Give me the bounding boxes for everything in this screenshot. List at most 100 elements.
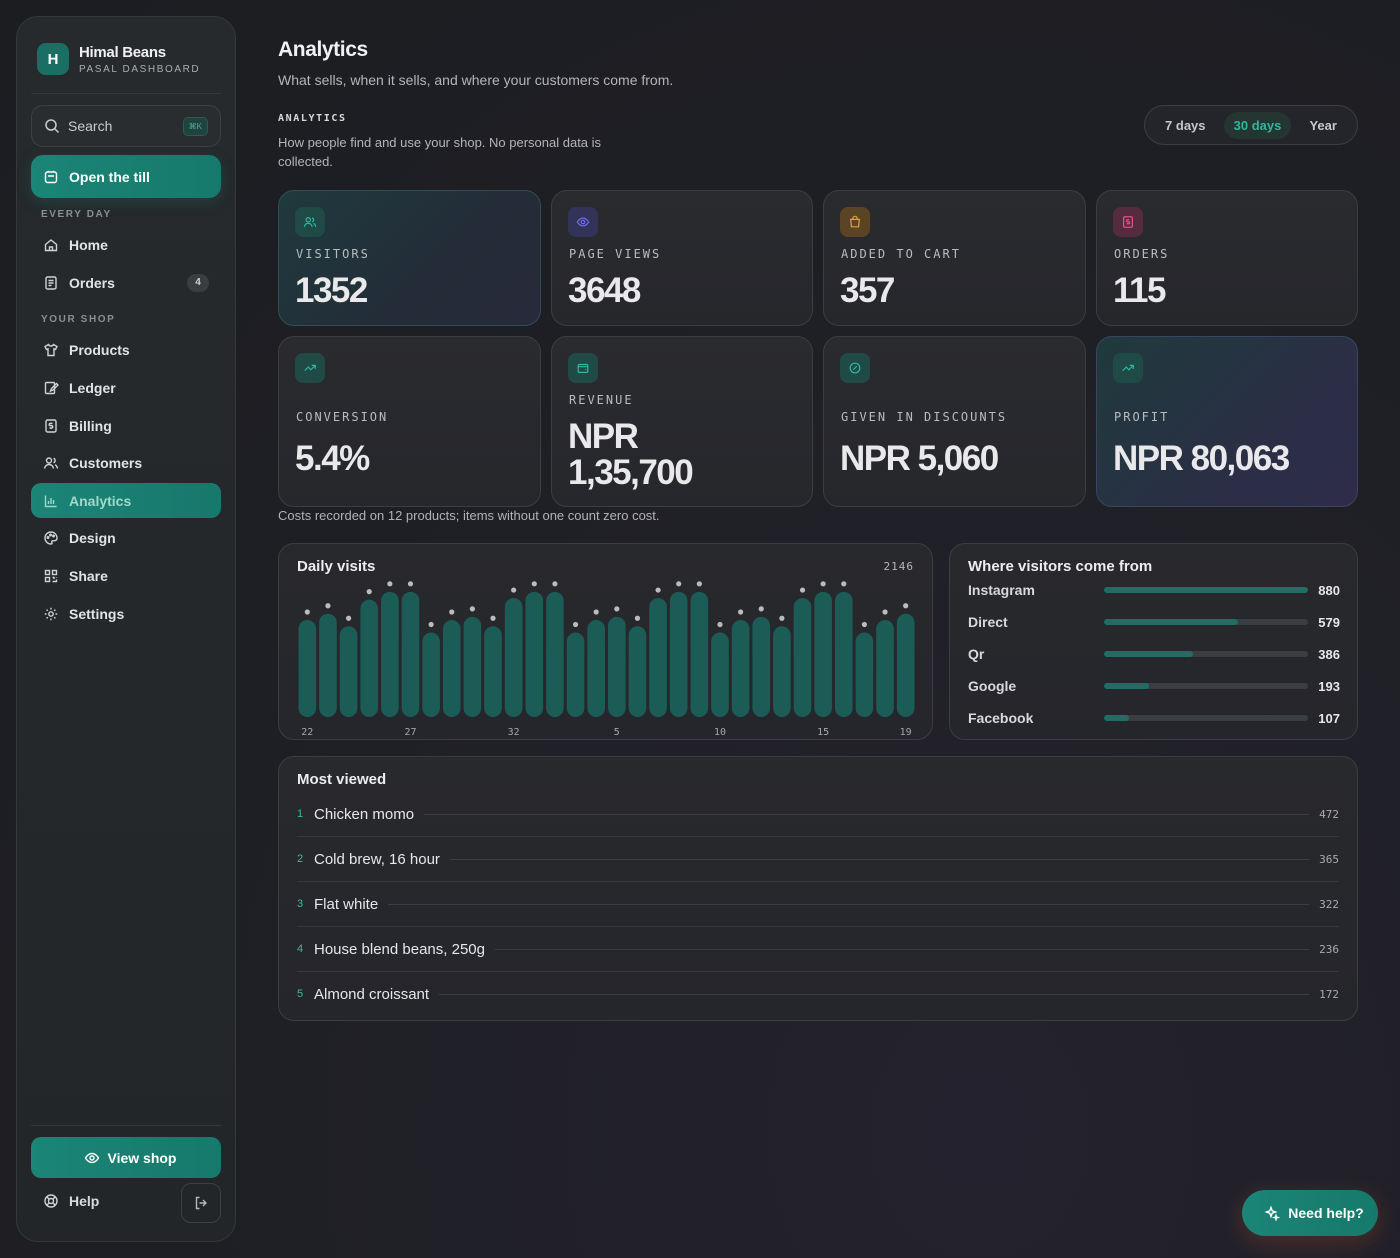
visits-bar[interactable]	[587, 619, 605, 717]
visits-bar[interactable]	[546, 591, 564, 717]
source-row-qr: Qr 386	[968, 644, 1340, 664]
date-range-selector[interactable]: 7 days 30 days Year	[1144, 105, 1358, 145]
visits-dot	[345, 615, 352, 621]
visits-bar[interactable]	[381, 591, 399, 717]
sidebar-item-label: Orders	[69, 274, 115, 291]
source-bar	[1104, 587, 1308, 593]
visits-bar[interactable]	[669, 591, 688, 717]
visits-bar[interactable]	[298, 619, 317, 717]
brand[interactable]: H Himal Beans PASAL DASHBOARD	[37, 43, 200, 75]
search-label: Search	[68, 118, 113, 134]
rank: 2	[297, 853, 304, 865]
visits-bar[interactable]	[628, 626, 647, 717]
visits-bar[interactable]	[339, 626, 358, 717]
visits-bar[interactable]	[484, 626, 502, 717]
sidebar-item-orders[interactable]: Orders 4	[31, 265, 221, 300]
sidebar-item-design[interactable]: Design	[31, 520, 221, 555]
source-value: 579	[1318, 614, 1340, 630]
divider	[31, 93, 221, 94]
sidebar-item-label: Ledger	[69, 379, 116, 396]
stat-label: ORDERS	[1114, 247, 1170, 261]
stat-card-conversion: CONVERSION 5.4%	[278, 336, 541, 507]
visits-dot	[799, 587, 806, 593]
sidebar-item-home[interactable]: Home	[31, 227, 221, 262]
stat-value-currency: NPR	[568, 417, 639, 456]
visits-dot	[449, 609, 455, 615]
visits-bar[interactable]	[793, 598, 812, 717]
sidebar-item-label: Settings	[69, 605, 125, 622]
row-divider	[297, 836, 1339, 837]
visits-bar[interactable]	[319, 613, 337, 717]
source-bar	[1104, 683, 1308, 689]
logout-button[interactable]	[181, 1183, 221, 1223]
visits-bar[interactable]	[834, 591, 853, 717]
most-viewed-row[interactable]: 1 Chicken momo 472	[297, 802, 1339, 826]
rank: 1	[297, 808, 304, 820]
range-30-days[interactable]: 30 days	[1223, 111, 1292, 139]
stat-label: REVENUE	[569, 393, 634, 407]
sidebar-item-label: Share	[69, 567, 108, 584]
visits-bar[interactable]	[360, 599, 379, 717]
visits-bar[interactable]	[690, 591, 709, 717]
visits-bar[interactable]	[731, 619, 750, 717]
visits-dot	[469, 606, 475, 612]
visits-bar[interactable]	[711, 632, 729, 717]
most-viewed-row[interactable]: 2 Cold brew, 16 hour 365	[297, 847, 1339, 871]
view-shop-button[interactable]: View shop	[31, 1137, 221, 1178]
visits-dot	[387, 581, 393, 587]
open-till-button[interactable]: Open the till	[31, 155, 221, 198]
visits-bar[interactable]	[463, 616, 482, 717]
visits-dot	[738, 609, 744, 615]
sidebar-item-billing[interactable]: Billing	[31, 408, 221, 443]
sidebar-item-products[interactable]: Products	[31, 332, 221, 367]
visits-dot	[366, 589, 372, 595]
most-viewed-row[interactable]: 3 Flat white 322	[297, 892, 1339, 916]
lifebuoy-icon	[43, 1193, 59, 1209]
range-year[interactable]: Year	[1309, 117, 1337, 133]
source-row-instagram: Instagram 880	[968, 580, 1340, 600]
leader-line	[424, 813, 1310, 815]
row-divider	[297, 881, 1339, 882]
visits-dot	[696, 581, 702, 587]
row-divider	[297, 926, 1339, 927]
visits-bar[interactable]	[504, 598, 523, 717]
visits-bar[interactable]	[422, 632, 440, 717]
sidebar-item-ledger[interactable]: Ledger	[31, 370, 221, 405]
most-viewed-row[interactable]: 4 House blend beans, 250g 236	[297, 937, 1339, 961]
sidebar: H Himal Beans PASAL DASHBOARD Search ⌘K …	[16, 16, 236, 1242]
visits-bar[interactable]	[773, 626, 791, 717]
visits-bar[interactable]	[525, 591, 544, 717]
sidebar-item-analytics[interactable]: Analytics	[31, 483, 221, 518]
sidebar-item-settings[interactable]: Settings	[31, 596, 221, 631]
stat-value: 5.4%	[295, 439, 370, 478]
stat-card-added-to-cart: ADDED TO CART 357	[823, 190, 1086, 326]
product-name: Cold brew, 16 hour	[314, 850, 440, 868]
visits-bar[interactable]	[442, 619, 461, 717]
visits-bar[interactable]	[896, 613, 915, 717]
visits-bar[interactable]	[855, 632, 874, 717]
visits-bar[interactable]	[566, 632, 585, 717]
stat-label: ADDED TO CART	[841, 247, 961, 261]
search-input[interactable]: Search ⌘K	[31, 105, 221, 147]
sidebar-item-label: Products	[69, 341, 130, 358]
visits-bar[interactable]	[752, 616, 771, 717]
visits-dot	[407, 581, 414, 587]
most-viewed-row[interactable]: 5 Almond croissant 172	[297, 982, 1339, 1006]
sidebar-item-share[interactable]: Share	[31, 558, 221, 593]
visits-bar[interactable]	[814, 591, 832, 717]
range-7-days[interactable]: 7 days	[1165, 117, 1206, 133]
need-help-button[interactable]: Need help?	[1242, 1190, 1378, 1236]
sidebar-item-label: Home	[69, 236, 108, 253]
stat-label: PROFIT	[1114, 410, 1170, 424]
users-icon	[43, 455, 59, 471]
visits-dot	[531, 581, 537, 587]
leader-line	[439, 993, 1310, 995]
visits-bar[interactable]	[608, 616, 626, 717]
visits-dot	[428, 621, 434, 628]
sidebar-item-customers[interactable]: Customers	[31, 445, 221, 480]
help-link[interactable]: Help	[43, 1193, 99, 1209]
visits-bar[interactable]	[401, 591, 420, 717]
visits-bar[interactable]	[649, 598, 667, 717]
visits-bar[interactable]	[876, 619, 894, 717]
x-tick-label: 19	[900, 727, 912, 738]
